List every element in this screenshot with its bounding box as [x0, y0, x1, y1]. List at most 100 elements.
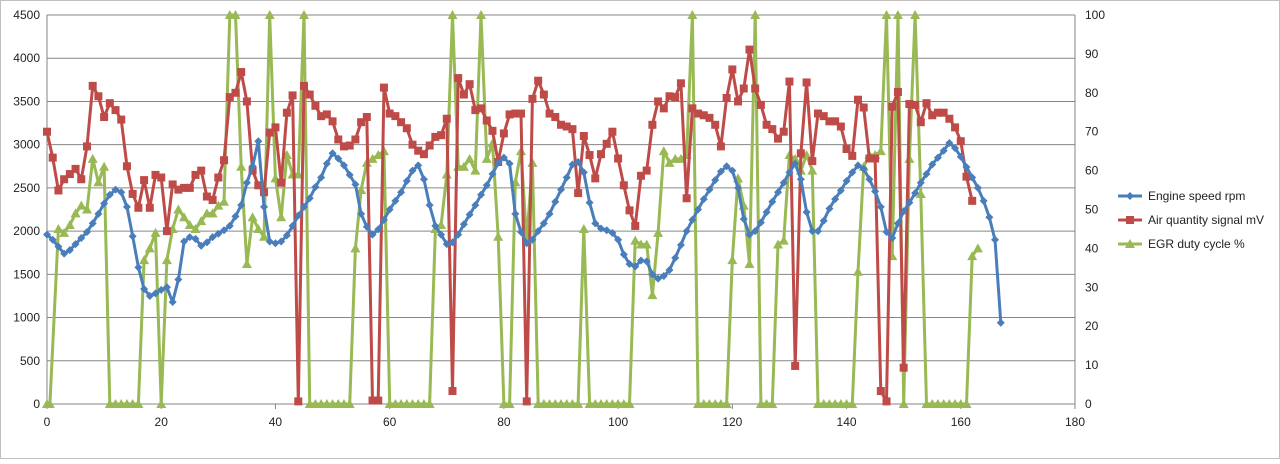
data-point: [631, 262, 640, 271]
data-point: [184, 220, 195, 230]
x-tick-label: 160: [951, 415, 971, 429]
y2-tick-label: 90: [1085, 47, 1099, 61]
data-point: [328, 149, 337, 158]
data-point: [517, 109, 526, 118]
data-point: [636, 256, 645, 265]
data-point: [328, 117, 337, 126]
data-point: [751, 84, 760, 93]
data-point: [807, 165, 818, 175]
data-point: [225, 93, 234, 102]
data-point: [876, 202, 885, 211]
data-point: [676, 79, 685, 88]
data-point: [43, 230, 51, 239]
data-point: [191, 234, 200, 243]
data-point: [928, 160, 937, 169]
data-point: [391, 112, 400, 121]
data-point: [48, 235, 57, 244]
data-point: [688, 215, 697, 224]
data-point: [574, 189, 583, 198]
data-point: [734, 97, 743, 106]
data-point: [585, 198, 594, 207]
data-point: [665, 92, 674, 101]
data-point: [962, 172, 971, 181]
data-point: [208, 195, 217, 204]
data-point: [87, 153, 98, 163]
y2-tick-label: 100: [1085, 8, 1105, 22]
data-point: [630, 235, 641, 245]
data-point: [591, 219, 600, 228]
data-point: [44, 399, 55, 408]
x-tick-label: 60: [383, 415, 397, 429]
data-point: [242, 178, 251, 187]
data-point: [140, 285, 149, 294]
data-point: [88, 81, 97, 90]
series-layer: [42, 10, 1005, 408]
data-point: [214, 173, 223, 182]
data-point: [220, 156, 229, 165]
data-point: [819, 216, 828, 225]
legend-label: EGR duty cycle %: [1148, 237, 1245, 251]
data-point: [734, 183, 743, 192]
data-point: [658, 146, 669, 156]
data-point: [345, 141, 354, 150]
data-point: [641, 239, 652, 249]
y2-tick-label: 80: [1085, 86, 1099, 100]
data-point: [282, 231, 291, 240]
data-point: [625, 259, 634, 268]
data-point: [967, 251, 978, 261]
data-point: [972, 243, 983, 253]
x-tick-label: 20: [155, 415, 169, 429]
data-point: [220, 226, 229, 235]
data-point: [317, 112, 326, 121]
y2-tick-label: 10: [1085, 358, 1099, 372]
data-point: [653, 227, 664, 237]
data-point: [522, 239, 531, 248]
data-point: [134, 263, 143, 272]
data-point: [745, 230, 754, 239]
data-point: [802, 78, 811, 87]
data-point: [59, 227, 70, 237]
data-point: [288, 221, 297, 230]
data-point: [454, 74, 463, 83]
data-point: [545, 209, 554, 218]
data-point: [728, 166, 737, 175]
data-point: [939, 146, 948, 155]
data-point: [448, 238, 457, 247]
data-point: [241, 258, 252, 268]
data-point: [511, 109, 520, 118]
data-point: [54, 186, 63, 195]
data-point: [825, 204, 834, 213]
data-point: [608, 127, 617, 136]
y-tick-label: 2000: [13, 224, 40, 238]
data-point: [385, 109, 394, 118]
y-tick-label: 3000: [13, 138, 40, 152]
data-point: [659, 104, 668, 113]
data-point: [796, 175, 805, 184]
data-point: [705, 185, 714, 194]
y2-tick-label: 0: [1085, 397, 1092, 411]
data-point: [385, 205, 394, 214]
data-point: [368, 230, 377, 239]
data-point: [54, 242, 63, 251]
data-point: [197, 166, 206, 175]
data-point: [242, 97, 251, 106]
data-point: [356, 185, 367, 195]
data-point: [578, 223, 589, 233]
data-point: [808, 227, 817, 236]
data-point: [128, 232, 137, 241]
data-point: [648, 120, 657, 129]
data-point: [694, 109, 703, 118]
data-point: [185, 183, 194, 192]
data-point: [842, 176, 851, 185]
data-point: [922, 99, 931, 108]
data-point: [596, 150, 605, 159]
data-point: [762, 120, 771, 129]
data-point: [334, 154, 343, 163]
data-point: [642, 257, 651, 266]
data-point: [808, 157, 817, 166]
data-point: [996, 318, 1005, 327]
data-point: [373, 150, 384, 160]
x-tick-label: 120: [722, 415, 742, 429]
